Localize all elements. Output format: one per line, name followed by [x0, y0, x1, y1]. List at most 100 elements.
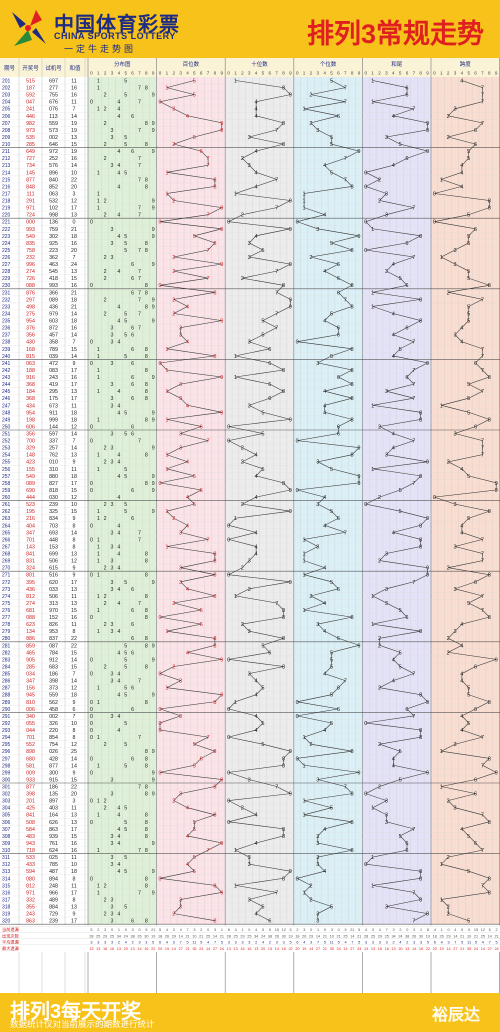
trend-digit: 2 — [447, 460, 450, 466]
trend-digit: 5 — [193, 135, 196, 141]
stat-value: 28 — [364, 934, 368, 938]
trend-digit: 6 — [474, 142, 477, 148]
trend-digit: 3 — [248, 897, 251, 903]
distribution-digit: 5 — [124, 93, 127, 99]
trend-digit: 2 — [172, 912, 175, 918]
test-number-cell: 852 — [49, 184, 58, 190]
sum-cell: 25 — [71, 749, 77, 755]
trend-digit: 5 — [330, 905, 333, 911]
distribution-digit: 6 — [131, 686, 134, 692]
trend-digit: 9 — [220, 410, 223, 416]
sum-cell: 18 — [71, 297, 77, 303]
trend-digit: 3 — [453, 587, 456, 593]
trend-digit: 3 — [385, 601, 388, 607]
stat-value: 5 — [262, 928, 264, 932]
period-cell: 294 — [2, 735, 11, 741]
draw-number-cell: 954 — [26, 410, 35, 416]
test-number-cell: 545 — [49, 269, 58, 275]
distribution-digit: 5 — [124, 721, 127, 727]
distribution-digit: 1 — [97, 107, 100, 113]
trend-digit: 4 — [392, 657, 395, 663]
trend-digit: 8 — [488, 820, 491, 826]
stat-value: 14 — [275, 947, 279, 951]
test-number-cell: 562 — [49, 700, 58, 706]
stat-value: 3 — [193, 928, 195, 932]
stat-value: 10 — [467, 934, 471, 938]
test-number-cell: 010 — [49, 460, 58, 466]
distribution-digit: 7 — [138, 530, 141, 536]
draw-number-cell: 971 — [26, 206, 35, 212]
trend-digit: 7 — [275, 128, 278, 134]
trend-digit: 3 — [179, 432, 182, 438]
distribution-digit: 0 — [90, 721, 93, 727]
stat-value: 0 — [248, 928, 250, 932]
digit-header: 3 — [454, 71, 457, 76]
trend-digit: 7 — [275, 601, 278, 607]
trend-digit: 3 — [385, 453, 388, 459]
trend-digit: 2 — [309, 594, 312, 600]
trend-digit: 1 — [303, 763, 306, 769]
trend-digit: 3 — [179, 792, 182, 798]
trend-digit: 8 — [213, 594, 216, 600]
trend-digit: 8 — [419, 319, 422, 325]
distribution-digit: 8 — [145, 481, 148, 487]
trend-digit: 3 — [248, 629, 251, 635]
stat-value: 30 — [144, 934, 148, 938]
test-number-cell: 039 — [49, 354, 58, 360]
trend-digit: 4 — [255, 912, 258, 918]
sum-cell: 9 — [73, 516, 76, 522]
trend-digit: 2 — [172, 255, 175, 261]
footer-banner: 排列3每天开奖 数据统计仅对当前展示的期数进行统计 裕辰达 — [0, 993, 500, 1032]
trend-digit: 2 — [378, 424, 381, 430]
trend-digit: 3 — [316, 622, 319, 628]
trend-digit: 0 — [433, 495, 436, 501]
stat-value: 7 — [489, 941, 491, 945]
trend-digit: 3 — [316, 919, 319, 925]
trend-digit: 0 — [227, 657, 230, 663]
period-cell: 254 — [2, 453, 11, 459]
trend-digit: 1 — [371, 855, 374, 861]
period-cell: 226 — [2, 255, 11, 261]
period-cell: 295 — [2, 742, 11, 748]
stat-value: 7 — [351, 941, 353, 945]
stat-value: 5 — [358, 941, 360, 945]
stat-value: 5 — [90, 928, 92, 932]
distribution-digit: 6 — [131, 432, 134, 438]
test-number-cell: 310 — [49, 467, 58, 473]
distribution-digit: 4 — [117, 813, 120, 819]
trend-digit: 1 — [234, 883, 237, 889]
trend-digit: 3 — [179, 905, 182, 911]
trend-digit: 3 — [385, 552, 388, 558]
trend-digit: 7 — [275, 177, 278, 183]
distribution-digit: 9 — [152, 657, 155, 663]
distribution-digit: 7 — [138, 276, 141, 282]
period-cell: 271 — [2, 573, 11, 579]
trend-digit: 1 — [303, 735, 306, 741]
distribution-digit: 6 — [131, 149, 134, 155]
period-cell: 287 — [2, 686, 11, 692]
trend-digit: 5 — [330, 241, 333, 247]
stat-value: 24 — [494, 947, 498, 951]
distribution-digit: 8 — [145, 396, 148, 402]
stat-value: 4 — [262, 941, 264, 945]
test-number-cell: 489 — [49, 897, 58, 903]
distribution-digit: 3 — [111, 227, 114, 233]
distribution-digit: 4 — [117, 213, 120, 219]
stat-value: 2 — [200, 928, 202, 932]
trend-line — [296, 80, 360, 921]
draw-number-cell: 954 — [26, 319, 35, 325]
trend-digit: 3 — [385, 269, 388, 275]
trend-digit: 9 — [357, 149, 360, 155]
distribution-digit: 3 — [111, 792, 114, 798]
test-number-cell: 220 — [49, 728, 58, 734]
trend-digit: 1 — [165, 686, 168, 692]
trend-digit: 4 — [392, 163, 395, 169]
digit-header: 7 — [481, 71, 484, 76]
draw-number-cell: 216 — [26, 516, 35, 522]
trend-line — [227, 80, 292, 921]
trend-digit: 0 — [158, 876, 161, 882]
distribution-digit: 9 — [152, 509, 155, 515]
distribution-digit: 3 — [111, 333, 114, 339]
draw-number-cell: 044 — [26, 728, 35, 734]
distribution-digit: 2 — [104, 107, 107, 113]
